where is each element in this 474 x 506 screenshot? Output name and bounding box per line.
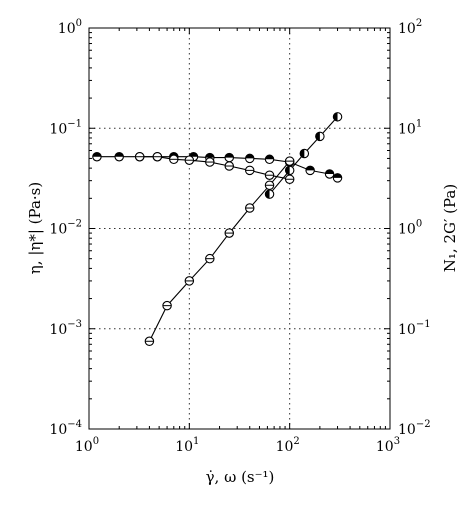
data-point xyxy=(315,131,325,142)
data-point xyxy=(162,300,172,311)
y-left-tick-label: 10−3 xyxy=(49,319,82,338)
data-point xyxy=(144,336,155,347)
x-tick-label: 103 xyxy=(376,436,400,455)
data-point xyxy=(224,161,235,171)
data-point xyxy=(284,165,295,176)
y-axis-right-title: N₁, 2G′ (Pa) xyxy=(441,184,459,272)
grid xyxy=(89,28,390,429)
y-axis-left-title: η, |η*| (Pa·s) xyxy=(26,182,44,274)
series-line-3 xyxy=(148,160,291,342)
data-point xyxy=(244,203,255,213)
x-tick-label: 100 xyxy=(75,436,99,455)
data-point xyxy=(264,170,275,180)
tick-labels: 100 101 102 103 10−4 10−3 10−2 10−1 100 10−2 10−1 1… xyxy=(49,18,430,455)
data-point xyxy=(299,148,310,159)
data-point xyxy=(284,174,295,184)
x-tick-label: 101 xyxy=(175,436,199,455)
data-point xyxy=(152,151,163,162)
y-right-tick-label: 101 xyxy=(398,118,422,137)
y-right-tick-label: 100 xyxy=(398,219,422,238)
series-layer xyxy=(92,112,343,347)
y-right-tick-label: 102 xyxy=(398,18,422,37)
data-point xyxy=(224,228,235,238)
data-point xyxy=(92,151,102,162)
data-point xyxy=(324,169,335,179)
y-right-tick-label: 10−2 xyxy=(398,419,431,438)
data-point xyxy=(134,151,145,162)
y-left-tick-label: 10−1 xyxy=(49,118,82,137)
x-tick-label: 102 xyxy=(276,436,300,455)
data-point xyxy=(244,153,255,164)
data-point xyxy=(264,154,275,165)
data-point xyxy=(205,253,215,264)
data-point xyxy=(184,155,195,165)
data-point xyxy=(114,151,124,162)
data-point xyxy=(224,152,235,163)
y-right-tick-label: 10−1 xyxy=(398,319,431,338)
data-point xyxy=(205,157,215,167)
data-point xyxy=(305,165,315,176)
y-left-tick-label: 10−4 xyxy=(49,419,82,438)
ticks xyxy=(88,27,391,430)
data-point xyxy=(244,165,255,176)
y-left-tick-label: 100 xyxy=(58,18,82,37)
data-point xyxy=(332,112,343,122)
data-point xyxy=(264,180,275,191)
data-point xyxy=(184,276,195,286)
data-point xyxy=(169,154,179,165)
data-point xyxy=(264,189,275,199)
x-axis-title: γ̇, ω (s⁻¹) xyxy=(206,468,275,486)
data-point xyxy=(332,173,343,183)
y-left-tick-label: 10−2 xyxy=(49,219,82,238)
series-line-1 xyxy=(96,156,338,179)
data-point xyxy=(284,156,295,166)
